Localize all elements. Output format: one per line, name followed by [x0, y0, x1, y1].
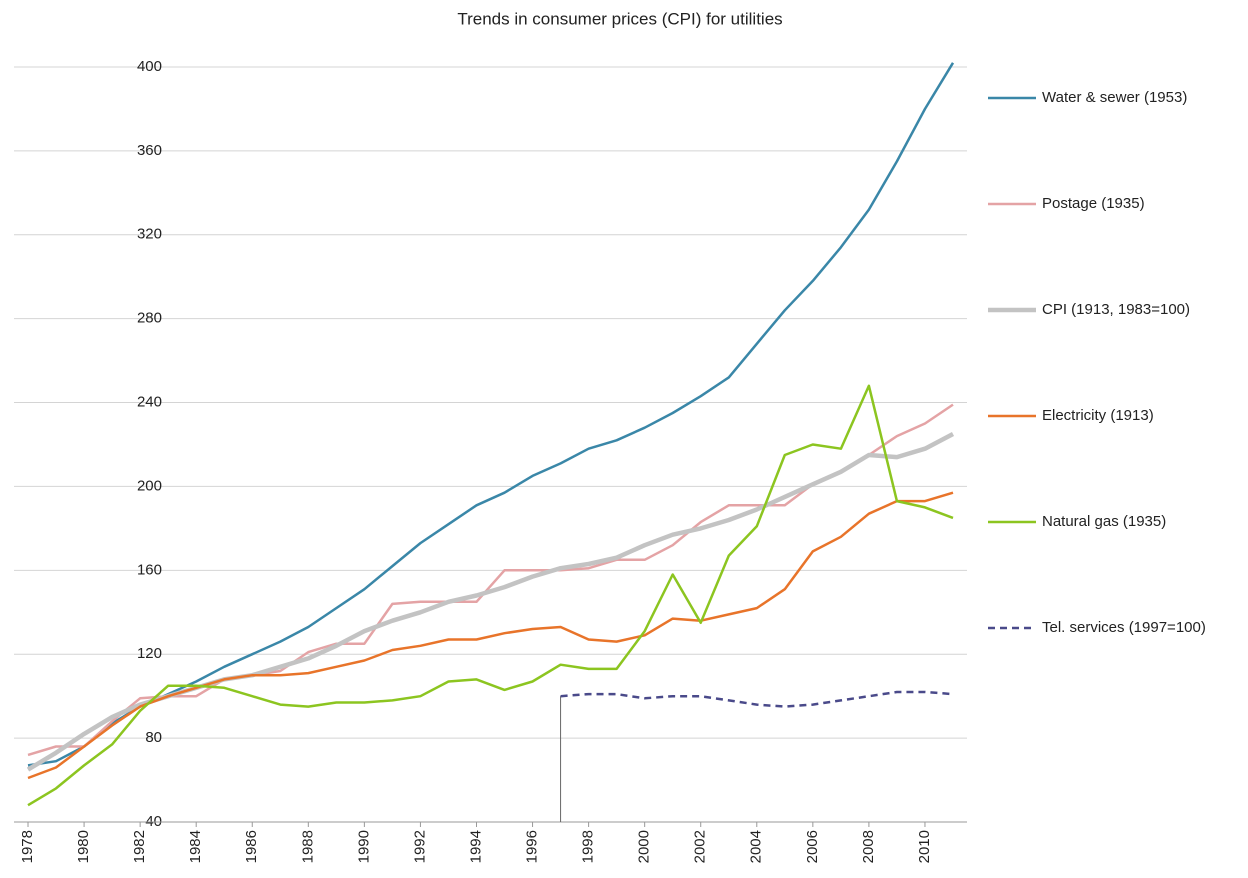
- y-tick-label: 120: [137, 645, 162, 662]
- legend-label: Postage (1935): [1042, 195, 1145, 212]
- series-line: [27, 384, 954, 807]
- y-tick-label: 400: [137, 58, 162, 75]
- y-tick-label: 160: [137, 561, 162, 578]
- x-tick-label: 2008: [860, 830, 877, 863]
- series-line: [26, 432, 955, 772]
- y-tick-label: 240: [137, 394, 162, 411]
- x-tick-label: 1990: [355, 830, 372, 863]
- y-tick-label: 200: [137, 477, 162, 494]
- x-tick-label: 1996: [524, 830, 541, 863]
- x-tick-label: 1986: [243, 830, 260, 863]
- series-line: [27, 491, 954, 780]
- legend-label: CPI (1913, 1983=100): [1042, 301, 1190, 318]
- legend-label: Electricity (1913): [1042, 407, 1154, 424]
- chart-title: Trends in consumer prices (CPI) for util…: [457, 9, 782, 28]
- x-tick-label: 1982: [131, 830, 148, 863]
- x-tick-label: 1978: [19, 830, 36, 863]
- x-tick-label: 1988: [299, 830, 316, 863]
- legend-label: Water & sewer (1953): [1042, 89, 1187, 106]
- y-tick-label: 320: [137, 226, 162, 243]
- y-tick-label: 40: [145, 813, 162, 830]
- legend-label: Natural gas (1935): [1042, 513, 1166, 530]
- series-line: [27, 62, 955, 767]
- x-tick-label: 1984: [187, 830, 204, 863]
- y-tick-label: 280: [137, 310, 162, 327]
- x-tick-label: 2002: [692, 830, 709, 863]
- y-tick-label: 80: [145, 729, 162, 746]
- x-tick-label: 2006: [804, 830, 821, 863]
- series-line: [27, 403, 954, 757]
- series-line: [560, 690, 954, 708]
- x-tick-label: 2000: [636, 830, 653, 863]
- x-tick-label: 1980: [75, 830, 92, 863]
- x-tick-label: 1998: [580, 830, 597, 863]
- x-tick-label: 2004: [748, 830, 765, 863]
- legend-label: Tel. services (1997=100): [1042, 619, 1206, 636]
- x-tick-label: 2010: [916, 830, 933, 863]
- x-tick-label: 1992: [411, 830, 428, 863]
- y-tick-label: 360: [137, 142, 162, 159]
- x-tick-label: 1994: [467, 830, 484, 863]
